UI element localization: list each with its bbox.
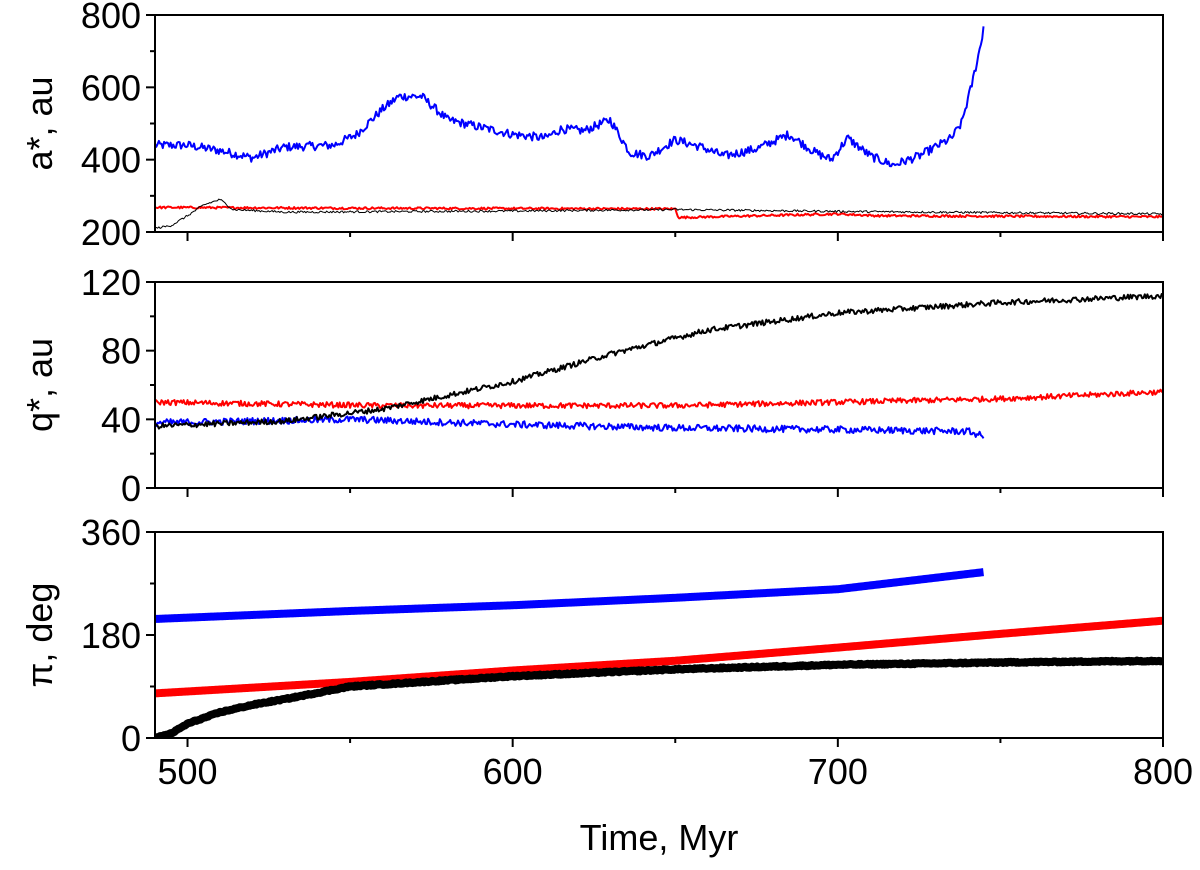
a-ytick-label-400: 400 — [81, 140, 141, 181]
a-ytick-label-200: 200 — [81, 212, 141, 253]
q-ytick-label-40: 40 — [101, 399, 141, 440]
q-series-red — [155, 388, 1163, 410]
pi-series-red — [155, 616, 1163, 698]
pi-ytick-label-360: 360 — [81, 512, 141, 553]
q-ytick-label-120: 120 — [81, 262, 141, 303]
q-ytick-label-0: 0 — [121, 468, 141, 509]
xtick-label-500: 500 — [157, 751, 217, 792]
pi-series-black — [155, 656, 1163, 738]
pi-ytick-label-180: 180 — [81, 615, 141, 656]
a-ytick-label-800: 800 — [81, 0, 141, 36]
a-ytick-label-600: 600 — [81, 67, 141, 108]
q-ylabel: q*, au — [19, 338, 60, 432]
q-panel-frame — [154, 281, 1164, 489]
a-ylabel: a*, au — [19, 76, 60, 170]
pi-ytick-label-0: 0 — [121, 718, 141, 759]
xtick-label-700: 700 — [808, 751, 868, 792]
q-ytick-label-80: 80 — [101, 331, 141, 372]
q-series-black — [155, 293, 1163, 430]
pi-ylabel: π, deg — [19, 583, 60, 688]
a-series-blue — [155, 26, 985, 168]
xtick-label-600: 600 — [483, 751, 543, 792]
a-panel-frame — [154, 14, 1164, 233]
pi-series-blue — [155, 568, 987, 623]
a-series-red — [155, 205, 1163, 220]
q-series-blue — [155, 415, 985, 439]
a-series-black — [155, 198, 1163, 229]
xlabel: Time, Myr — [580, 817, 739, 858]
xtick-label-800: 800 — [1133, 751, 1193, 792]
